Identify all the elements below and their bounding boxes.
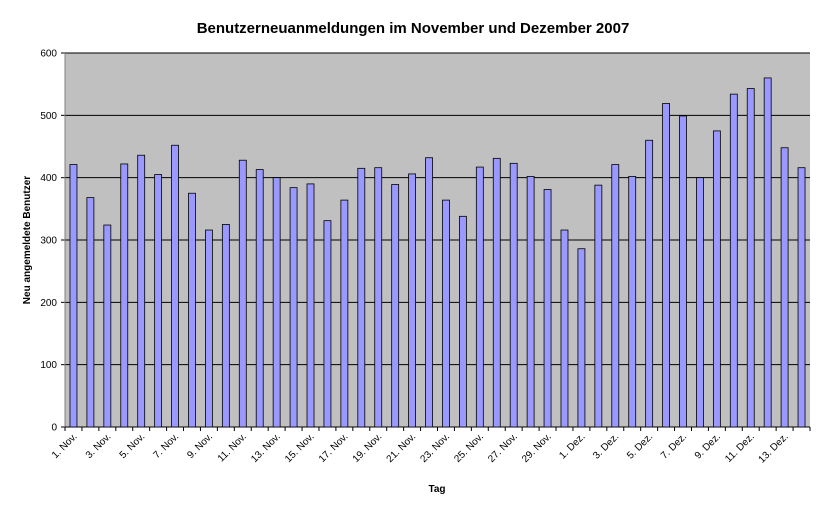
x-tick-label: 11. Dez.	[723, 431, 757, 465]
x-tick-label: 19. Nov.	[351, 431, 385, 465]
bar	[272, 177, 281, 428]
bar	[171, 144, 179, 428]
bar	[255, 169, 264, 428]
y-tick-label: 300	[40, 236, 57, 247]
bar	[560, 229, 569, 428]
y-tick-label: 400	[40, 173, 57, 184]
y-tick-label: 0	[51, 423, 57, 434]
x-tick-label: 29. Nov.	[520, 431, 554, 465]
bar	[86, 197, 95, 428]
bar	[746, 88, 755, 428]
bar	[442, 199, 450, 428]
bar	[458, 215, 467, 428]
bar	[323, 220, 332, 428]
bar	[340, 199, 349, 428]
x-tick-label: 13. Dez.	[757, 431, 791, 465]
bar	[391, 184, 400, 428]
bar	[611, 164, 620, 428]
bar	[492, 157, 501, 428]
bar	[154, 174, 163, 428]
bar	[729, 93, 738, 428]
bar	[509, 162, 518, 428]
bar	[543, 189, 552, 428]
bar	[662, 103, 670, 428]
y-axis-title: Neu angemeldete Benutzer	[22, 176, 33, 304]
x-tick-label: 5. Nov.	[118, 431, 148, 461]
x-axis-title: Tag	[428, 484, 445, 495]
x-tick-label: 13. Nov.	[249, 431, 283, 465]
bar	[780, 147, 789, 428]
x-tick-label: 1. Nov.	[50, 431, 80, 461]
bar	[238, 159, 247, 428]
bar	[628, 176, 637, 428]
bar	[594, 184, 603, 428]
x-tick-label: 9. Nov.	[185, 431, 215, 461]
chart-title: Benutzerneuanmeldungen im November und D…	[197, 20, 630, 37]
bar	[120, 163, 129, 428]
x-tick-label: 5. Dez.	[625, 431, 655, 461]
x-tick-label: 3. Nov.	[84, 431, 114, 461]
bar	[374, 167, 383, 428]
bar	[577, 248, 586, 428]
x-tick-label: 15. Nov.	[283, 431, 317, 465]
bar	[357, 167, 366, 428]
x-tick-label: 23. Nov.	[418, 431, 452, 465]
bar	[69, 164, 78, 428]
bar	[526, 176, 535, 428]
x-tick-label: 27. Nov.	[486, 431, 520, 465]
x-tick-label: 3. Dez.	[591, 431, 621, 461]
bar	[763, 77, 772, 428]
y-tick-label: 200	[40, 298, 57, 309]
y-tick-label: 100	[40, 360, 57, 371]
bar	[797, 167, 806, 428]
bar	[188, 192, 196, 428]
x-tick-label: 11. Nov.	[216, 431, 249, 464]
y-tick-label: 500	[40, 111, 57, 122]
bar	[289, 187, 298, 428]
bar	[103, 224, 112, 428]
bar	[408, 173, 417, 428]
bar	[425, 157, 433, 428]
bar	[306, 183, 315, 428]
bar	[696, 177, 704, 428]
bar	[475, 166, 484, 428]
x-tick-label: 7. Nov.	[152, 431, 182, 461]
bar	[221, 224, 230, 428]
x-tick-label: 1. Dez.	[557, 431, 587, 461]
x-tick-label: 17. Nov.	[317, 431, 351, 465]
bar	[679, 115, 687, 428]
x-tick-label: 9. Dez.	[693, 431, 723, 461]
x-tick-label: 7. Dez.	[659, 431, 689, 461]
bar	[137, 154, 146, 428]
x-tick-label: 25. Nov.	[452, 431, 486, 465]
y-tick-label: 600	[40, 49, 57, 60]
bar	[645, 139, 654, 428]
bar	[712, 130, 721, 428]
x-tick-label: 21. Nov.	[385, 431, 419, 465]
bar	[205, 229, 213, 428]
